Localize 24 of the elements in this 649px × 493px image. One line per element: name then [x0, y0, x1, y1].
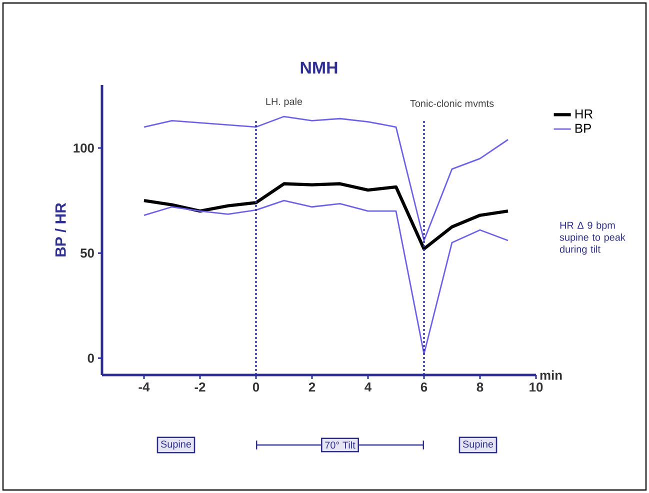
text: Supine — [462, 440, 494, 450]
ref-line-label: LH. pale — [266, 98, 302, 107]
legend-label: HR — [575, 109, 593, 118]
y-tick-label: 100 — [74, 143, 94, 153]
text: HR Δ 9 bpm supine to peak during tilt — [560, 222, 626, 255]
y-axis-title: BP / HR — [54, 202, 66, 256]
ref-line-label: Tonic-clonic mvmts — [410, 100, 494, 107]
x-tick-label: 4 — [364, 382, 372, 392]
y-tick-label: 0 — [88, 354, 94, 363]
x-tick-label: 6 — [420, 382, 428, 392]
x-tick-label: 0 — [252, 382, 260, 392]
legend-label: BP — [575, 124, 592, 133]
x-tick-label: 8 — [476, 382, 484, 392]
y-tick-label: 50 — [80, 248, 94, 258]
x-tick-label: -2 — [194, 382, 206, 392]
x-axis-title: min — [540, 370, 562, 380]
x-tick-label: 2 — [308, 382, 316, 392]
x-tick-label: 10 — [530, 382, 543, 392]
chart-title: NMH — [300, 62, 338, 74]
line-series — [142, 182, 510, 251]
text: Supine — [160, 440, 192, 450]
x-tick-label: -4 — [138, 382, 150, 392]
text: 70° Tilt — [325, 441, 356, 449]
line-series — [143, 200, 509, 355]
